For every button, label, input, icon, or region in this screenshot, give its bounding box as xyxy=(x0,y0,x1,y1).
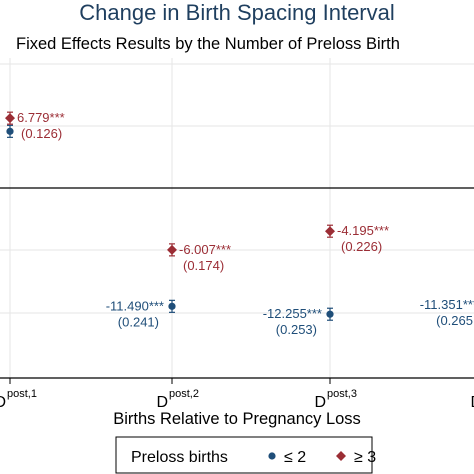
data-point: -4.195***(0.226) xyxy=(325,223,389,254)
legend-box xyxy=(115,436,373,474)
point-se-label: (0.265 xyxy=(436,313,473,328)
point-label: -11.490*** xyxy=(106,298,164,313)
legend-title: Preloss births xyxy=(131,449,228,466)
marker-diamond xyxy=(325,226,335,237)
data-point: -11.351***(0.265 xyxy=(420,297,474,328)
x-tick-label-sup: post,1 xyxy=(7,388,37,400)
point-se-label: (0.241) xyxy=(118,314,159,329)
point-label: -4.195*** xyxy=(337,223,389,238)
legend-marker-le2 xyxy=(268,452,276,460)
legend-label-le2: ≤ 2 xyxy=(284,449,306,466)
x-tick-label-base: D xyxy=(0,394,6,411)
data-point: -6.007***(0.174) xyxy=(167,242,231,273)
marker-diamond xyxy=(167,244,177,255)
data-point: -11.490***(0.241) xyxy=(106,298,176,329)
legend: Preloss births ≤ 2 ≥ 3 xyxy=(115,436,376,474)
x-tick-label-base: D xyxy=(470,394,474,411)
x-tick-label-base: D xyxy=(156,394,168,411)
grid-lines xyxy=(0,58,474,378)
data-point: -12.255***(0.253) xyxy=(263,306,334,337)
plot-area: -11.490***(0.241) -12.255***(0.253) -11.35… xyxy=(5,110,474,337)
marker-diamond xyxy=(5,113,15,124)
marker-circle xyxy=(6,127,14,135)
point-se-label: (0.226) xyxy=(341,239,382,254)
x-axis-label: Births Relative to Pregnancy Loss xyxy=(113,410,361,428)
chart-subtitle: Fixed Effects Results by the Number of P… xyxy=(16,35,400,53)
data-point: 6.779***(0.126) xyxy=(5,110,65,141)
marker-circle xyxy=(168,302,176,310)
data-point xyxy=(6,124,14,138)
x-tick-label-base: D xyxy=(314,394,326,411)
point-label: -11.351*** xyxy=(420,297,474,312)
legend-marker-ge3 xyxy=(336,451,346,461)
point-label: -12.255*** xyxy=(263,306,322,321)
x-tick-label-sup: post,2 xyxy=(169,388,199,400)
point-label: 6.779*** xyxy=(17,110,65,125)
legend-label-ge3: ≥ 3 xyxy=(354,449,376,466)
point-label: -6.007*** xyxy=(179,242,231,257)
x-tick-label-sup: post,3 xyxy=(327,388,357,400)
marker-circle xyxy=(326,310,334,318)
point-se-label: (0.126) xyxy=(21,126,62,141)
chart-title: Change in Birth Spacing Interval xyxy=(79,0,395,25)
point-se-label: (0.174) xyxy=(183,258,224,273)
point-se-label: (0.253) xyxy=(276,322,317,337)
